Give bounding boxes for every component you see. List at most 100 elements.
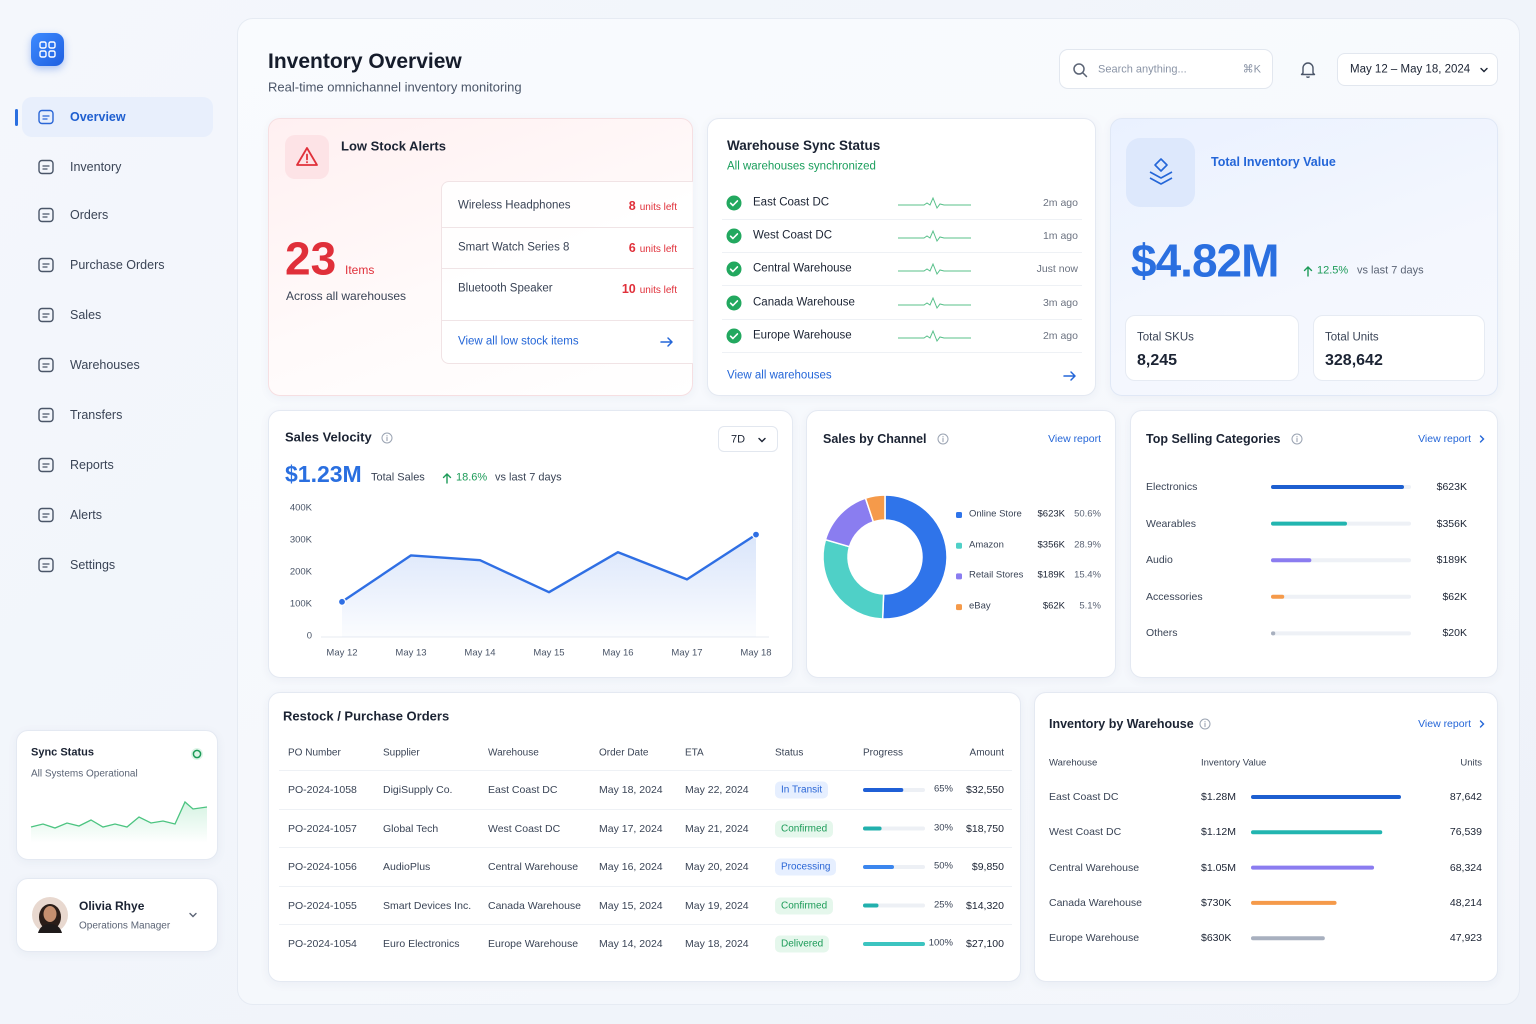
warehouse-name: West Coast DC	[753, 229, 833, 242]
skus-box: Total SKUs 8,245	[1125, 315, 1299, 381]
arrow-right	[1063, 371, 1076, 381]
date-range-picker[interactable]: May 12 – May 18, 2024	[1337, 53, 1498, 86]
row-divider	[722, 219, 1082, 220]
units-cell: 76,539	[1449, 826, 1482, 839]
logo-glyph-part	[39, 50, 47, 58]
search-box[interactable]: Search anything... ⌘K	[1059, 49, 1273, 89]
nav-icon-part	[42, 165, 50, 170]
progress-label: 30%	[933, 822, 953, 834]
card-title: Sales by Channel	[823, 431, 927, 446]
logo-glyph	[39, 41, 56, 58]
item-name: Bluetooth Speaker	[458, 282, 553, 295]
nav-icon	[38, 507, 54, 523]
row-divider	[722, 252, 1082, 254]
qty-unit: units left	[639, 243, 677, 255]
arrow-right-part	[1063, 371, 1076, 381]
check-icon-part	[726, 295, 742, 311]
notification-bell[interactable]	[1299, 60, 1317, 78]
nav-item[interactable]: Sales	[22, 295, 213, 335]
donut-slice	[824, 497, 875, 548]
logo-glyph-part	[39, 41, 47, 49]
value-change: 12.5%	[1317, 264, 1349, 277]
legend-label: Amazon	[969, 539, 1004, 551]
nav-item[interactable]: Transfers	[22, 395, 213, 435]
period: 7D	[731, 433, 746, 446]
period-select[interactable]: 7D	[718, 426, 778, 452]
bar-track	[1271, 594, 1411, 599]
nav-icon-part	[42, 413, 50, 418]
chevron	[189, 912, 197, 918]
stock-qty: 8 units left	[629, 197, 677, 215]
nav-item[interactable]: Alerts	[22, 495, 213, 535]
up-arrow	[1303, 266, 1313, 277]
info-icon-part	[1291, 433, 1303, 445]
y-tick-label: 300K	[289, 534, 312, 546]
change-note: vs last 7 days	[495, 471, 562, 484]
nav-icon	[38, 457, 54, 473]
nav-item[interactable]: Settings	[22, 545, 213, 585]
column-header: ETA	[685, 747, 704, 759]
end-point	[751, 530, 761, 539]
x-tick-label: May 18	[740, 647, 772, 659]
column-header: Warehouse	[488, 747, 539, 759]
qty-number: 6	[628, 240, 636, 255]
info-icon-part	[381, 432, 393, 444]
x-tick-label: May 15	[533, 647, 565, 659]
qty-number: 8	[628, 198, 636, 213]
nav-item[interactable]: Warehouses	[22, 345, 213, 385]
sync-sparkline-part	[31, 802, 207, 843]
nav-item[interactable]: Overview	[22, 97, 213, 137]
stat-value: 328,642	[1325, 351, 1383, 369]
units-cell: 68,324	[1449, 861, 1482, 874]
check-icon-part	[726, 228, 742, 244]
table-cell: May 19, 2024	[685, 899, 749, 912]
nav-item[interactable]: Reports	[22, 445, 213, 485]
units-cell: 87,642	[1449, 790, 1482, 803]
sync-sparkline	[898, 229, 971, 243]
value-label: $630K	[1201, 932, 1232, 945]
avatar	[32, 897, 68, 933]
user-name: Olivia Rhye	[79, 899, 145, 914]
view-link[interactable]: View all low stock items	[458, 335, 579, 348]
view-report-link[interactable]: View report	[1418, 432, 1471, 445]
page-subtitle: Real-time omnichannel inventory monitori…	[268, 79, 522, 95]
user-card[interactable]: Olivia Rhye Operations Manager	[16, 878, 218, 952]
bar	[1251, 936, 1325, 941]
table-cell: Euro Electronics	[383, 937, 460, 950]
check-icon-part	[729, 266, 739, 273]
sync-sparkline-part	[898, 263, 971, 276]
view-link[interactable]: View all warehouses	[727, 369, 832, 382]
view-report-link[interactable]: View report	[1048, 432, 1101, 445]
table-cell: May 15, 2024	[599, 899, 663, 912]
legend-label: Online Store	[969, 508, 1022, 520]
y-tick-label: 200K	[289, 566, 312, 578]
nav-item[interactable]: Orders	[22, 195, 213, 235]
row-divider	[279, 924, 1012, 925]
stat-label: Total Units	[1325, 331, 1379, 344]
view-report-link[interactable]: View report	[1418, 717, 1471, 730]
chevron-part	[758, 437, 766, 443]
nav-item[interactable]: Purchase Orders	[22, 245, 213, 285]
nav-icon-part	[38, 457, 54, 473]
value-label: $730K	[1201, 896, 1232, 909]
check-icon-part	[726, 328, 742, 344]
chevron-part	[1479, 435, 1485, 443]
card-title: Total Inventory Value	[1211, 154, 1336, 169]
info-icon-part	[937, 433, 949, 445]
column-header: Amount	[969, 747, 1004, 759]
nav-icon	[38, 307, 54, 323]
nav-label: Reports	[70, 457, 114, 472]
y-tick-label: 400K	[289, 502, 312, 514]
check-icon	[726, 261, 742, 277]
table-cell: West Coast DC	[488, 822, 561, 835]
logo-glyph-part	[48, 41, 56, 49]
nav-item[interactable]: Inventory	[22, 147, 213, 187]
date-range: May 12 – May 18, 2024	[1350, 63, 1471, 76]
purchase-orders-card: Restock / Purchase Orders PO Number Suppli…	[268, 692, 1021, 982]
channel-amount: $623K	[1037, 508, 1065, 520]
x-tick-label: May 17	[671, 647, 703, 659]
warehouse-name: Europe Warehouse	[753, 329, 852, 342]
legend-swatch	[956, 573, 962, 580]
donut-slice	[822, 538, 885, 620]
table-cell: May 20, 2024	[685, 860, 749, 873]
